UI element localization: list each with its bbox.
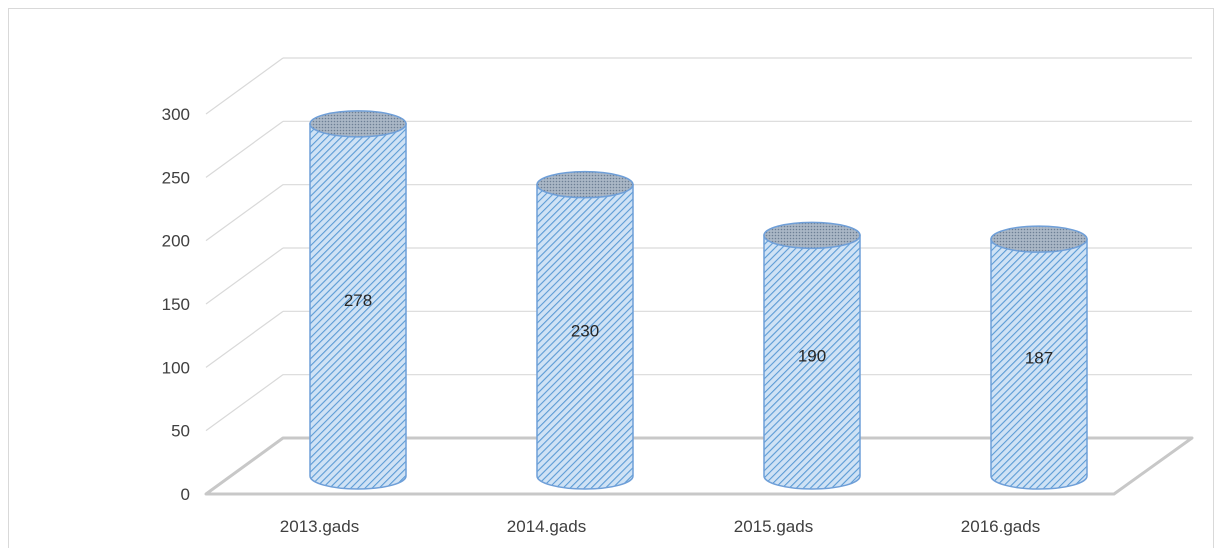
gridline-side — [205, 374, 284, 432]
y-tick-label: 50 — [171, 422, 190, 441]
bar-top-cap — [536, 170, 634, 199]
bar-body — [309, 123, 407, 490]
data-label: 278 — [344, 291, 372, 310]
bar-top-cap — [763, 221, 861, 250]
chart-frame: 0 50 100 150 200 250 300 278 2013.gads 230 2014.g… — [8, 8, 1214, 548]
x-tick-label: 2014.gads — [507, 517, 586, 536]
gridline-side — [205, 120, 284, 178]
bar-top-cap — [309, 110, 407, 138]
bar-2016.gads — [990, 225, 1088, 490]
data-label: 190 — [798, 347, 826, 366]
gridline-side — [205, 57, 284, 115]
y-tick-label: 100 — [162, 358, 190, 377]
x-tick-label: 2016.gads — [961, 517, 1040, 536]
y-tick-label: 150 — [162, 295, 190, 314]
y-tick-label: 0 — [181, 485, 190, 504]
y-tick-label: 200 — [162, 232, 190, 251]
y-tick-label: 250 — [162, 168, 190, 187]
bar-layer — [309, 110, 1088, 490]
bar-2014.gads — [536, 170, 634, 490]
cylinder-bar-chart: 0 50 100 150 200 250 300 278 2013.gads 230 2014.g… — [162, 57, 1194, 536]
x-tick-label: 2013.gads — [280, 517, 359, 536]
bar-top-cap — [990, 225, 1088, 253]
bar-body — [990, 238, 1088, 490]
bar-2015.gads — [763, 221, 861, 490]
bar-2013.gads — [309, 110, 407, 490]
data-label: 230 — [571, 321, 599, 340]
label-layer: 278 2013.gads 230 2014.gads 190 2015.gads 187 2… — [280, 291, 1053, 536]
gridline-side — [205, 184, 284, 242]
chart-floor — [204, 436, 1194, 496]
y-tick-label: 300 — [162, 105, 190, 124]
gridline-side — [205, 247, 284, 305]
bar-body — [763, 234, 861, 490]
bar-body — [536, 183, 634, 490]
axis-layer: 0 50 100 150 200 250 300 — [162, 105, 1194, 504]
x-tick-label: 2015.gads — [734, 517, 813, 536]
data-label: 187 — [1025, 349, 1053, 368]
gridline-side — [205, 310, 284, 368]
